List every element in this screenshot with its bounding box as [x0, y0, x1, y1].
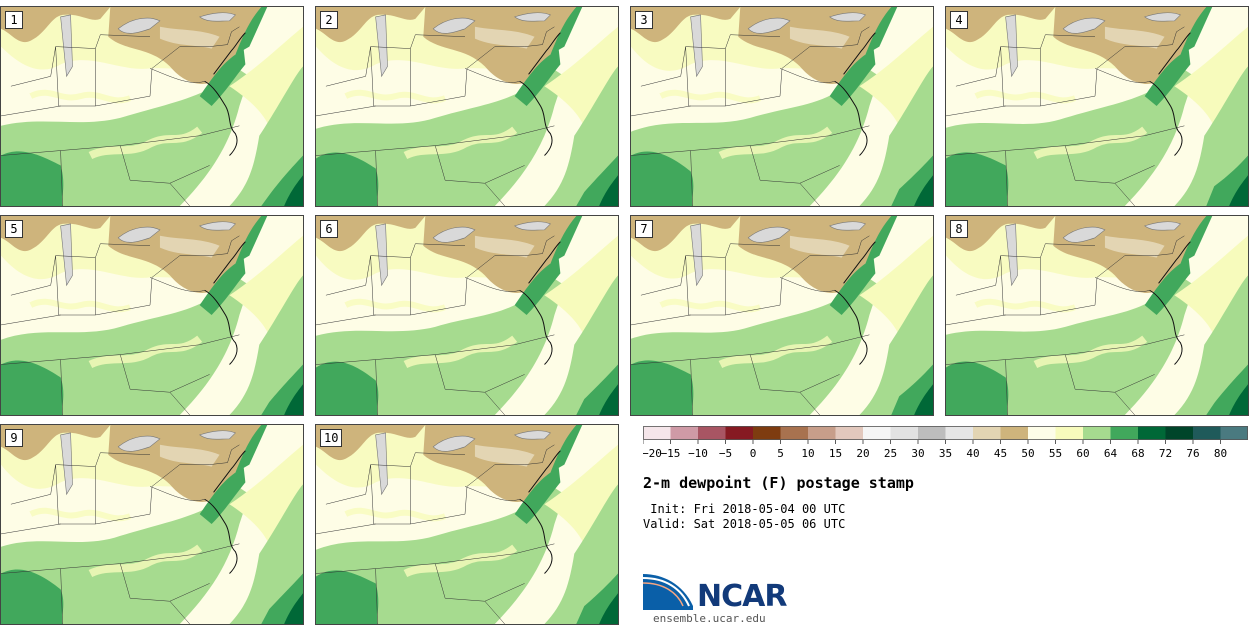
colorbar-tick-label: 40	[966, 447, 979, 460]
colorbar-swatch	[973, 426, 1001, 440]
colorbar-tick-label: 64	[1104, 447, 1118, 460]
colorbar-tick-label: 35	[939, 447, 952, 460]
colorbar-tick-label: 76	[1186, 447, 1199, 460]
ncar-logo-text: NCAR	[697, 579, 787, 614]
colorbar-swatch	[780, 426, 809, 440]
site-url: ensemble.ucar.edu	[653, 612, 766, 625]
colorbar-tick-label: −15	[661, 447, 681, 460]
colorbar-swatch	[1083, 426, 1111, 440]
colorbar-swatch	[1165, 426, 1194, 440]
ensemble-member-panel: 2	[315, 6, 619, 207]
init-time: Init: Fri 2018-05-04 00 UTC	[643, 502, 846, 516]
colorbar-swatch	[1220, 426, 1248, 440]
ensemble-member-panel: 4	[945, 6, 1249, 207]
colorbar-tick-label: 55	[1049, 447, 1062, 460]
colorbar-border	[643, 426, 1248, 440]
ensemble-member-panel: 6	[315, 215, 619, 416]
colorbar-tick-label: 5	[777, 447, 784, 460]
colorbar-swatch	[670, 426, 699, 440]
colorbar-swatch	[753, 426, 781, 440]
valid-time: Valid: Sat 2018-05-05 06 UTC	[643, 517, 846, 531]
member-label: 9	[5, 429, 23, 447]
colorbar-tick-label: 30	[911, 447, 924, 460]
colorbar-tick-label: 68	[1131, 447, 1144, 460]
colorbar-tick-label: −20	[643, 447, 662, 460]
colorbar-tick-label: 10	[801, 447, 814, 460]
colorbar-swatch	[918, 426, 946, 440]
colorbar-swatch	[1055, 426, 1084, 440]
ensemble-member-panel: 9	[0, 424, 304, 625]
colorbar-swatch	[643, 426, 671, 440]
colorbar-tick-label: 25	[884, 447, 897, 460]
colorbar-swatch	[808, 426, 836, 440]
colorbar-tick-label: 60	[1076, 447, 1089, 460]
ensemble-member-panel: 8	[945, 215, 1249, 416]
member-label: 1	[5, 11, 23, 29]
colorbar-swatch	[725, 426, 754, 440]
member-label: 5	[5, 220, 23, 238]
colorbar-swatch	[1138, 426, 1166, 440]
ensemble-member-panel: 3	[630, 6, 934, 207]
colorbar-swatch	[945, 426, 974, 440]
colorbar-tick-label: 0	[750, 447, 757, 460]
colorbar-tick-label: 72	[1159, 447, 1172, 460]
member-label: 7	[635, 220, 653, 238]
colorbar-swatch	[890, 426, 919, 440]
colorbar-tick-label: −5	[719, 447, 732, 460]
colorbar-tick-label: 80	[1214, 447, 1227, 460]
plot-title: 2-m dewpoint (F) postage stamp	[643, 474, 914, 492]
colorbar-tick-label: 50	[1021, 447, 1034, 460]
member-label: 3	[635, 11, 653, 29]
colorbar-swatch	[863, 426, 891, 440]
colorbar-swatch	[1028, 426, 1056, 440]
ncar-logo-icon	[643, 574, 693, 610]
colorbar-swatch	[1000, 426, 1029, 440]
colorbar: −20−15 −10 −5 0 5 10 15 20 25 30 35 40 45 50 55 60 64 68 7…	[643, 426, 1248, 460]
ensemble-member-panel: 1	[0, 6, 304, 207]
member-label: 10	[320, 429, 343, 447]
colorbar-swatch	[1193, 426, 1221, 440]
member-label: 6	[320, 220, 338, 238]
ensemble-member-panel: 7	[630, 215, 934, 416]
member-label: 8	[950, 220, 968, 238]
colorbar-tick-label: 15	[829, 447, 842, 460]
member-label: 4	[950, 11, 968, 29]
ensemble-member-panel: 5	[0, 215, 304, 416]
member-label: 2	[320, 11, 338, 29]
ensemble-member-panel: 10	[315, 424, 619, 625]
colorbar-swatch	[698, 426, 726, 440]
colorbar-swatch	[835, 426, 864, 440]
colorbar-tick-label: 20	[856, 447, 869, 460]
colorbar-swatch	[1110, 426, 1139, 440]
colorbar-tick-label: 45	[994, 447, 1007, 460]
colorbar-tick-label: −10	[688, 447, 708, 460]
